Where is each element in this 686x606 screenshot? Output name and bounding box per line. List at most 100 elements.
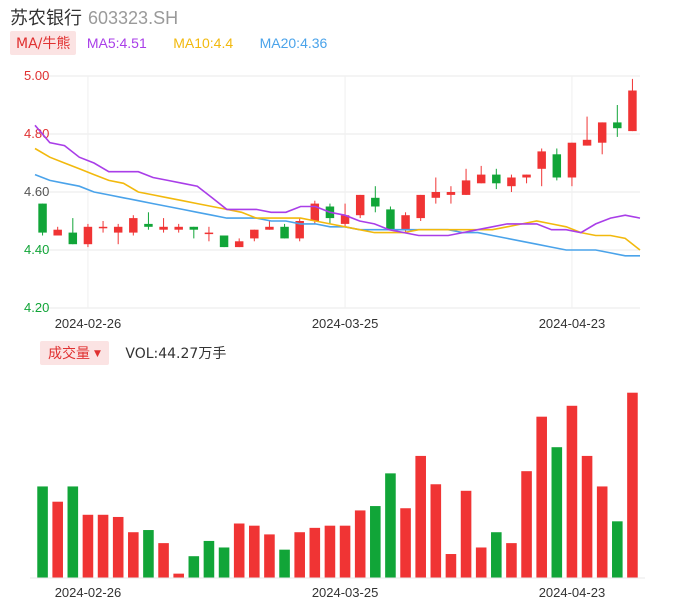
candle-body [582,139,592,146]
volume-bar [218,547,230,578]
volume-bar [627,392,638,578]
ma-toggle-button[interactable]: MA/牛熊 [10,31,77,55]
volume-header: 成交量 ▼ VOL:44.27万手 [40,341,226,365]
volume-bar [188,556,200,578]
ma10-legend: MA10:4.4 [173,35,234,51]
candle-body [159,226,168,230]
candle-body [219,235,229,248]
volume-bar [264,534,275,578]
volume-bar [279,549,290,578]
candle-body [113,226,123,233]
y-tick-label: 5.00 [24,68,49,83]
chevron-down-icon: ▼ [94,349,101,359]
volume-bar [294,532,305,578]
ma20-line [34,173,640,257]
volume-bar [460,490,472,578]
x-tick-label: 2024-03-25 [312,585,379,600]
x-tick-label: 2024-03-25 [312,316,379,331]
price-x-axis: 2024-02-26 2024-03-25 2024-04-23 [55,316,606,331]
ma-legend: MA/牛熊 MA5:4.51 MA10:4.4 MA20:4.36 [10,31,327,55]
candle-body [204,232,214,235]
volume-bar [82,514,94,578]
candle-body [53,229,62,236]
candle-body [68,232,78,245]
volume-bar [521,471,532,578]
volume-bar [158,543,169,578]
volume-bar [249,525,260,578]
candle-body [461,180,471,195]
candle-body [98,226,108,229]
volume-bar [370,506,381,578]
candle-body [280,226,289,239]
candle-body [613,122,622,129]
candle-body [144,223,153,227]
candle-body [446,192,456,195]
volume-bar [430,484,442,578]
candle-body [129,218,138,233]
volume-bar [566,405,578,578]
x-tick-label: 2024-02-26 [55,585,122,600]
x-tick-label: 2024-04-23 [539,316,606,331]
y-tick-label: 4.80 [24,126,49,141]
volume-bar [385,473,396,578]
candle-body [250,229,259,239]
volume-bar [97,514,109,578]
candle-body [371,197,380,207]
volume-bar [506,543,517,578]
candle-body [310,203,320,221]
candle-body [476,174,486,184]
volume-bar [612,521,623,578]
volume-toggle-label: 成交量 [48,346,90,362]
candle-body [552,154,562,178]
candle-body [340,215,350,224]
volume-bar [173,573,184,578]
candle-body [83,226,93,245]
candle-body [431,192,441,198]
price-grid [35,75,640,309]
candle-body [522,174,531,178]
candle-body [597,122,607,143]
volume-bar [324,525,336,578]
volume-bar [37,486,48,578]
volume-bar [415,455,426,578]
candlesticks [38,78,637,248]
candle-body [234,241,244,248]
candle-body [507,177,516,187]
candle-body [537,151,546,169]
volume-bar [551,447,563,578]
candle-body [265,226,274,230]
volume-bar [400,508,411,578]
volume-bar [581,455,593,578]
volume-bar [536,416,547,578]
stock-name: 苏农银行 [10,8,82,29]
volume-bar [309,527,321,578]
candle-body [628,90,637,132]
candle-body [295,221,304,239]
volume-bar [143,530,154,578]
volume-toggle-button[interactable]: 成交量 ▼ [40,341,109,365]
title-row: 苏农银行 603323.SH [10,4,178,29]
volume-bar [67,486,79,578]
y-tick-label: 4.60 [24,184,49,199]
x-tick-label: 2024-02-26 [55,316,122,331]
volume-bar [339,525,351,578]
candle-body [401,215,410,230]
candle-body [355,194,365,216]
candle-body [567,142,577,178]
ma10-line [34,147,641,251]
y-tick-label: 4.20 [24,300,49,315]
volume-bars [30,392,645,579]
candle-body [386,209,395,230]
volume-bar [112,516,124,578]
volume-bar [233,523,245,578]
volume-bar [491,532,502,578]
volume-bar [354,510,366,578]
ma5-legend: MA5:4.51 [86,35,147,51]
volume-bar [596,486,608,578]
candle-body [189,226,199,230]
y-tick-label: 4.40 [24,242,49,257]
candle-body [492,174,501,184]
volume-bar [475,547,487,578]
ma5-line [34,124,641,237]
candle-body [38,203,47,233]
